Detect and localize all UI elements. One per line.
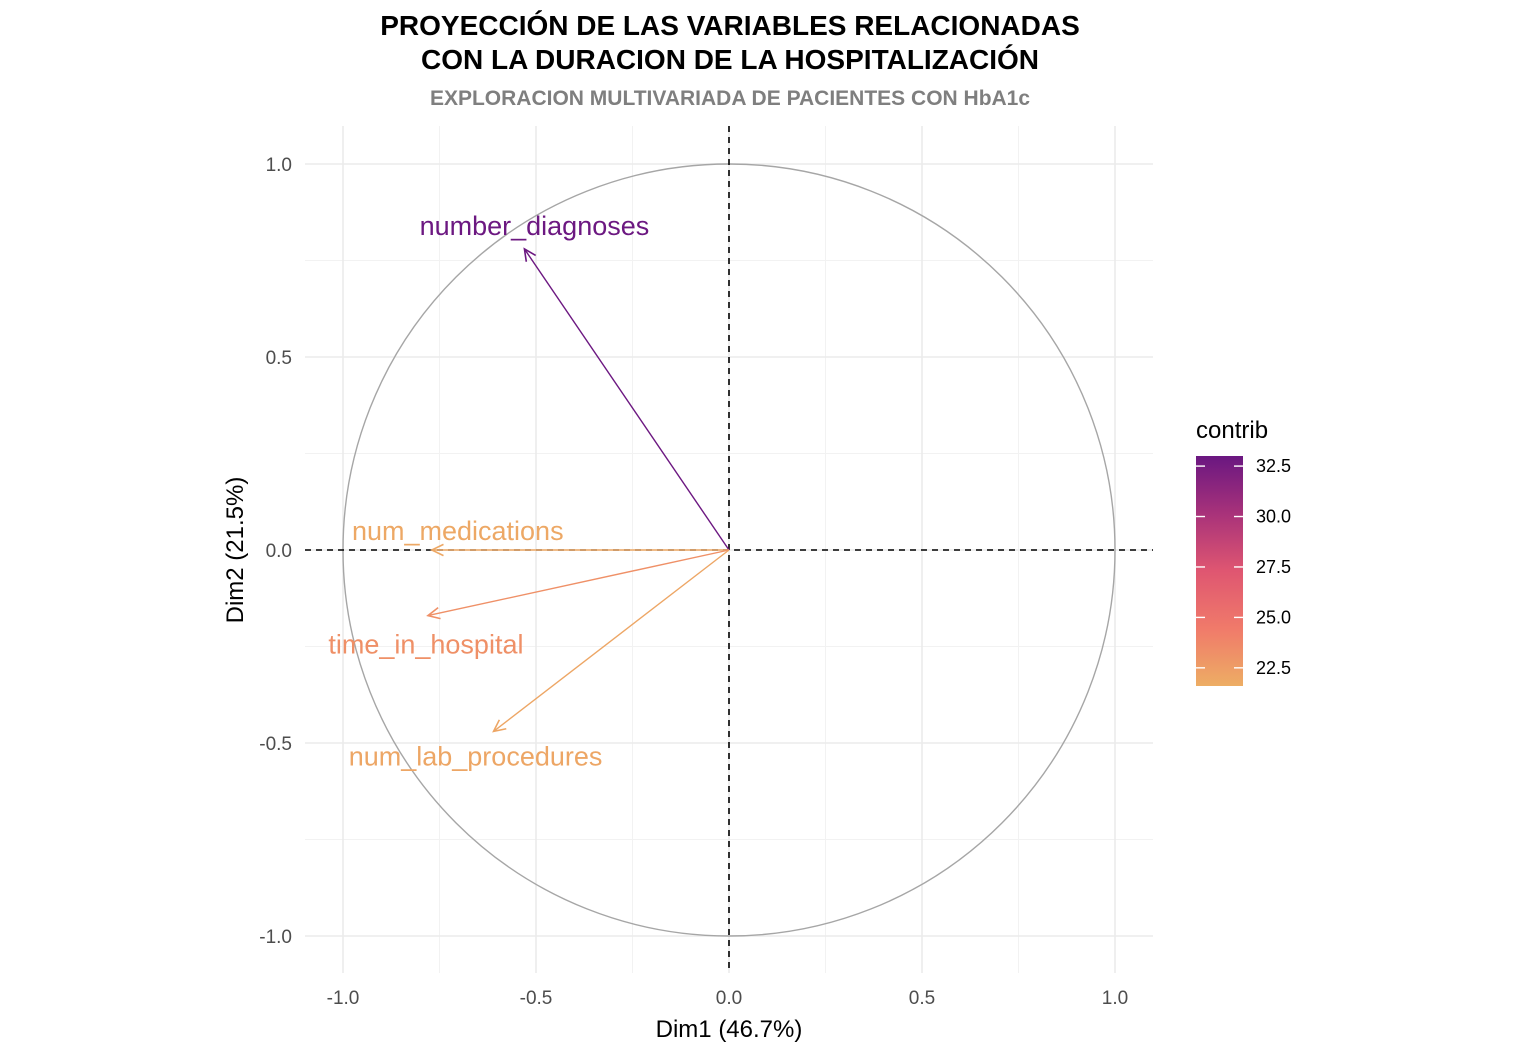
arrowhead-number_diagnoses (523, 247, 537, 262)
y-tick-label: 1.0 (266, 155, 292, 176)
variable-label-number_diagnoses: number_diagnoses (420, 211, 650, 241)
arrow-time_in_hospital (427, 549, 730, 617)
y-tick-label: 0.0 (266, 541, 292, 562)
y-tick-label: 0.5 (266, 348, 292, 369)
arrow-num_lab_procedures (493, 549, 730, 732)
variable-labels: number_diagnoses num_medications time_in_h… (328, 211, 650, 771)
x-tick-label: 0.5 (909, 988, 935, 1009)
legend-colorbar (1196, 456, 1243, 686)
y-axis-ticks: -1.0 -0.5 0.0 0.5 1.0 (259, 155, 292, 948)
legend-tick-label: 27.5 (1256, 557, 1291, 577)
legend-tick-label: 25.0 (1256, 607, 1291, 627)
legend-ticks: 22.5 25.0 27.5 30.0 32.5 (1196, 456, 1291, 678)
arrow-number_diagnoses (523, 248, 730, 551)
legend-tick-label: 22.5 (1256, 658, 1291, 678)
contrib-legend: contrib 22.5 25.0 27.5 30.0 32.5 (1196, 417, 1291, 686)
x-axis-label: Dim1 (46.7%) (656, 1016, 803, 1043)
y-tick-label: -1.0 (259, 927, 292, 948)
y-axis-label: Dim2 (21.5%) (222, 477, 249, 624)
y-tick-label: -0.5 (259, 734, 292, 755)
arrowhead-num_lab_procedures (492, 719, 507, 733)
x-tick-label: -1.0 (327, 988, 360, 1009)
arrowhead-num_medications (429, 543, 444, 557)
legend-tick-label: 32.5 (1256, 456, 1291, 476)
chart-subtitle: EXPLORACION MULTIVARIADA DE PACIENTES CO… (429, 87, 1031, 110)
variable-label-num_medications: num_medications (352, 516, 564, 546)
variable-label-num_lab_procedures: num_lab_procedures (349, 741, 603, 771)
x-tick-label: 1.0 (1102, 988, 1128, 1009)
variable-label-time_in_hospital: time_in_hospital (328, 630, 523, 660)
chart-title-line-2: CON LA DURACION DE LA HOSPITALIZACIÓN (420, 44, 1040, 75)
x-tick-label: 0.0 (716, 988, 742, 1009)
arrowhead-time_in_hospital (426, 606, 441, 620)
legend-title: contrib (1196, 417, 1268, 444)
x-tick-label: -0.5 (520, 988, 553, 1009)
x-axis-ticks: -1.0 -0.5 0.0 0.5 1.0 (327, 988, 1129, 1009)
variable-arrows (426, 247, 730, 733)
chart-title-line-1: PROYECCIÓN DE LAS VARIABLES RELACIONADAS (380, 10, 1080, 41)
legend-tick-label: 30.0 (1256, 507, 1291, 527)
